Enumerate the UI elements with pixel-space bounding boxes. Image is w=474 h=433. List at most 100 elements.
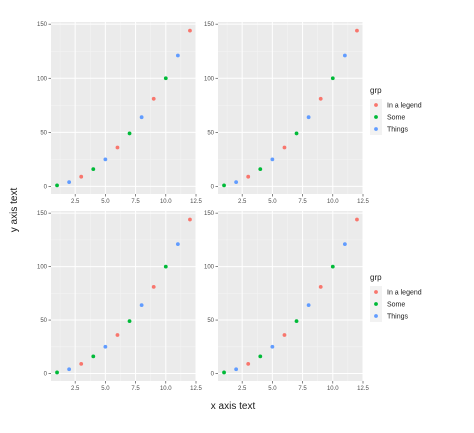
y-tick-label: 100 — [204, 76, 215, 82]
legend: grp In a legend Some Things — [370, 86, 422, 135]
y-tick-label: 0 — [44, 372, 48, 378]
data-point — [246, 174, 251, 179]
data-point — [127, 131, 132, 136]
y-tick-label: 100 — [204, 265, 215, 271]
data-point — [330, 76, 335, 81]
panel-background — [51, 22, 196, 194]
data-point — [163, 76, 168, 81]
data-point — [103, 157, 108, 162]
legend-label: In a legend — [387, 290, 422, 297]
panel-top-right: 2.5 5.0 7.5 10.0 12.5 0 50 100 150 — [204, 22, 369, 205]
data-point — [246, 361, 251, 366]
data-point — [188, 28, 192, 33]
data-point — [270, 157, 275, 162]
legend-marker — [374, 103, 378, 107]
data-point — [79, 174, 84, 179]
x-tick-label: 2.5 — [71, 199, 80, 205]
data-point — [139, 303, 144, 307]
data-point — [67, 367, 72, 372]
panel-bottom-left: 2.5 5.0 7.5 10.0 12.5 0 50 100 150 — [37, 211, 202, 392]
data-point — [282, 333, 287, 337]
legend-marker — [374, 115, 378, 119]
x-tick-label: 12.5 — [357, 386, 369, 392]
data-point — [175, 53, 180, 58]
y-tick-label: 50 — [40, 130, 47, 136]
panel-top-left: 2.5 5.0 7.5 10.0 12.5 0 50 100 150 — [37, 22, 202, 205]
y-tick-label: 150 — [204, 211, 215, 217]
data-point — [163, 264, 168, 269]
x-tick-label: 2.5 — [238, 199, 247, 205]
x-tick-label: 7.5 — [298, 386, 307, 392]
y-tick-label: 150 — [204, 22, 215, 28]
data-point — [294, 131, 299, 136]
data-point — [91, 354, 96, 359]
y-tick-label: 150 — [37, 211, 48, 217]
y-tick-label: 0 — [211, 184, 215, 190]
x-tick-label: 12.5 — [357, 199, 369, 205]
data-point — [115, 145, 120, 150]
data-point — [234, 367, 239, 372]
data-point — [306, 303, 311, 307]
x-tick-label: 5.0 — [268, 386, 277, 392]
legend-marker — [374, 314, 378, 318]
x-tick-label: 7.5 — [131, 199, 140, 205]
panel-background — [218, 211, 363, 381]
panel-background — [51, 211, 196, 381]
data-point — [175, 242, 180, 247]
x-tick-label: 12.5 — [190, 199, 202, 205]
y-tick-label: 100 — [37, 76, 48, 82]
data-point — [79, 361, 84, 366]
x-tick-label: 7.5 — [298, 199, 307, 205]
legend-marker — [374, 302, 378, 306]
x-tick-label: 2.5 — [71, 386, 80, 392]
data-point — [318, 285, 323, 289]
data-point — [270, 344, 275, 349]
data-point — [258, 167, 263, 172]
legend-label: Some — [387, 115, 405, 122]
x-tick-label: 2.5 — [238, 386, 247, 392]
panels-layer: 2.5 5.0 7.5 10.0 12.5 0 50 100 150 2.5 5.0 7.5 10.0 1… — [37, 22, 369, 392]
data-point — [67, 180, 72, 185]
data-point — [103, 344, 108, 349]
x-tick-label: 10.0 — [327, 386, 339, 392]
legend-label: In a legend — [387, 103, 422, 110]
x-axis-title: x axis text — [211, 401, 256, 412]
y-axis-title: y axis text — [9, 188, 20, 233]
y-tick-label: 0 — [44, 184, 48, 190]
y-tick-label: 100 — [37, 265, 48, 271]
data-point — [330, 264, 335, 269]
data-point — [306, 115, 311, 120]
x-tick-label: 5.0 — [101, 386, 110, 392]
legend-label: Things — [387, 127, 409, 134]
data-point — [282, 145, 287, 150]
data-point — [91, 167, 96, 172]
legend-title: grp — [370, 86, 382, 95]
data-point — [127, 319, 132, 324]
data-point — [222, 370, 226, 375]
legend-marker — [374, 127, 378, 131]
data-point — [234, 180, 239, 185]
x-tick-label: 10.0 — [327, 199, 339, 205]
y-tick-label: 50 — [207, 130, 214, 136]
data-point — [55, 183, 59, 188]
data-point — [115, 333, 120, 337]
x-tick-label: 10.0 — [160, 386, 172, 392]
x-tick-label: 12.5 — [190, 386, 202, 392]
panel-background — [218, 22, 363, 194]
data-point — [342, 242, 347, 247]
x-tick-label: 10.0 — [160, 199, 172, 205]
data-point — [139, 115, 144, 120]
legend-marker — [374, 290, 378, 294]
legend-label: Some — [387, 302, 405, 309]
data-point — [258, 354, 263, 359]
data-point — [188, 217, 192, 222]
legend-label: Things — [387, 314, 409, 321]
data-point — [55, 370, 59, 375]
data-point — [151, 96, 156, 101]
y-tick-label: 50 — [40, 318, 47, 324]
data-point — [355, 217, 359, 222]
legends-layer: grp In a legend Some Things grp In a legend So… — [370, 86, 422, 322]
legend: grp In a legend Some Things — [370, 273, 422, 322]
y-tick-label: 150 — [37, 22, 48, 28]
